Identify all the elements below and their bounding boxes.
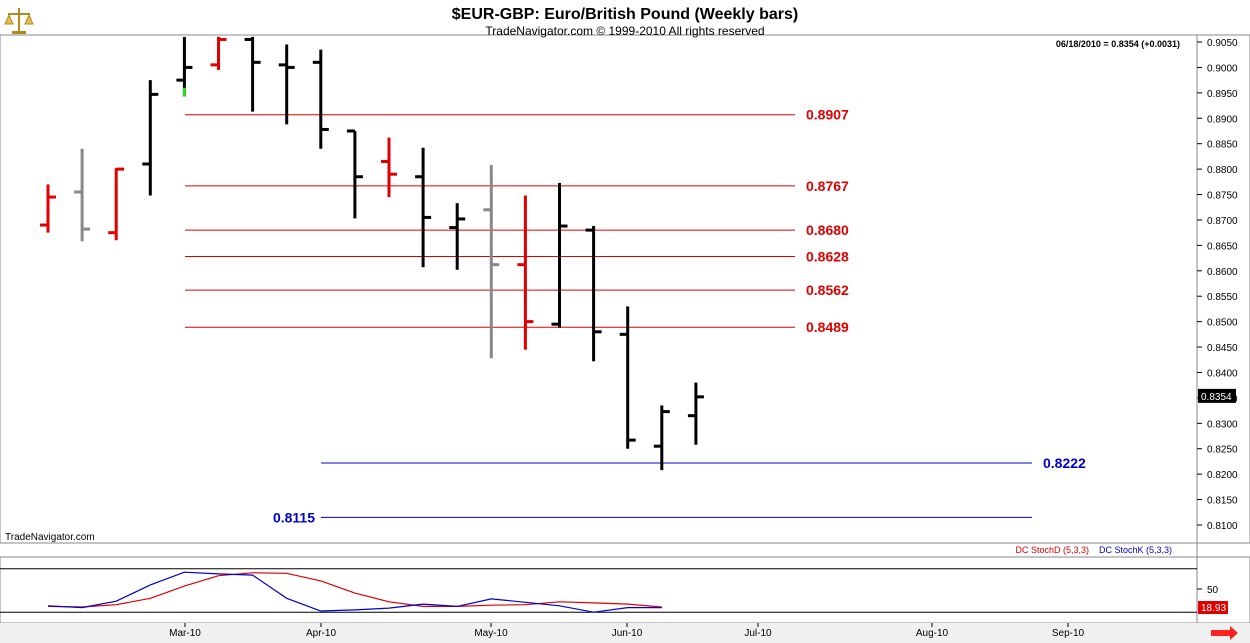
price-tick-label: 0.8300 xyxy=(1207,419,1238,430)
stochastic-series-line xyxy=(47,571,662,613)
stochastic-legend: DC StochD (5,3,3) DC StochK (5,3,3) xyxy=(1015,545,1172,555)
price-tick-label: 0.8400 xyxy=(1207,368,1238,379)
stochastic-series-line xyxy=(47,572,662,608)
ohlc-bar xyxy=(278,44,295,125)
ohlc-bar xyxy=(210,36,227,70)
watermark: TradeNavigator.com xyxy=(5,532,95,543)
ohlc-bar xyxy=(176,36,193,97)
resistance-label: 0.8562 xyxy=(806,282,849,298)
ohlc-bar xyxy=(585,226,602,362)
level-lines: 0.8907 0.8767 0.8680 0.8628 0.8562 0.8489 0.82… xyxy=(185,107,1086,525)
ohlc-bar xyxy=(142,80,159,196)
resistance-label: 0.8680 xyxy=(806,222,849,238)
ohlc-bar xyxy=(449,203,466,270)
ohlc-bar xyxy=(517,195,534,350)
ohlc-bar xyxy=(244,36,261,112)
resistance-label: 0.8907 xyxy=(806,107,849,123)
last-price-label: 0.8354 xyxy=(1201,392,1232,403)
last-price-box xyxy=(1198,388,1236,403)
ohlc-bar xyxy=(108,167,125,241)
legend-stochk: DC StochK (5,3,3) xyxy=(1099,545,1172,555)
ohlc-bar xyxy=(415,147,432,268)
stochastic-lines xyxy=(0,568,1197,613)
resistance-label: 0.8767 xyxy=(806,178,849,194)
price-tick-label: 0.9050 xyxy=(1207,38,1238,49)
price-tick-label: 0.8600 xyxy=(1207,267,1238,278)
chart-title: $EUR-GBP: Euro/British Pound (Weekly bar… xyxy=(452,6,798,23)
legend-stochd: DC StochD (5,3,3) xyxy=(1015,545,1089,555)
price-panel xyxy=(0,34,1250,544)
resistance-label: 0.8489 xyxy=(806,319,849,335)
ohlc-bar xyxy=(40,184,56,233)
time-tick-label: Aug-10 xyxy=(916,628,949,639)
price-tick-label: 0.9000 xyxy=(1207,63,1238,74)
ohlc-bar xyxy=(483,165,500,359)
price-tick-label: 0.8200 xyxy=(1207,470,1238,481)
ohlc-bar xyxy=(687,382,704,445)
price-tick-label: 0.8500 xyxy=(1207,318,1238,329)
quote-readout: 06/18/2010 = 0.8354 (+0.0031) xyxy=(1056,39,1180,49)
scale-icon xyxy=(4,8,34,34)
price-tick-label: 0.8750 xyxy=(1207,191,1238,202)
price-tick-label: 0.8700 xyxy=(1207,216,1238,227)
support-label: 0.8222 xyxy=(1043,455,1086,471)
price-tick-label: 0.8250 xyxy=(1207,445,1238,456)
price-tick-label: 0.8150 xyxy=(1207,496,1238,507)
stoch-last-box xyxy=(1198,601,1228,615)
time-tick-label: Jul-10 xyxy=(744,628,772,639)
chart-subtitle: TradeNavigator.com © 1999-2010 All right… xyxy=(485,24,764,38)
price-tick-label: 0.8800 xyxy=(1207,165,1238,176)
stochastic-panel xyxy=(0,556,1250,624)
last-price-marker: 0.8354 xyxy=(1198,388,1236,403)
support-label: 0.8115 xyxy=(273,509,315,525)
ohlc-bar xyxy=(312,49,329,149)
price-tick-label: 0.8550 xyxy=(1207,292,1238,303)
ohlc-bar xyxy=(381,137,397,198)
stochastic-axis: 50 18.93 xyxy=(1197,585,1228,615)
price-tick-label: 0.8950 xyxy=(1207,89,1238,100)
resistance-label: 0.8628 xyxy=(806,249,849,265)
price-tick-label: 0.8100 xyxy=(1207,521,1238,532)
stoch-tick-label: 50 xyxy=(1207,585,1219,596)
time-tick-label: May-10 xyxy=(474,628,508,639)
ohlc-bar xyxy=(74,148,91,242)
ohlc-bar xyxy=(653,405,670,471)
price-tick-label: 0.8850 xyxy=(1207,140,1238,151)
price-tick-label: 0.8450 xyxy=(1207,343,1238,354)
stoch-last-label: 18.93 xyxy=(1201,603,1226,614)
ohlc-bar xyxy=(551,182,568,328)
price-bars xyxy=(40,36,704,471)
price-tick-label: 0.8900 xyxy=(1207,114,1238,125)
time-tick-label: Sep-10 xyxy=(1052,628,1085,639)
time-tick-label: Jun-10 xyxy=(612,628,643,639)
ohlc-bar xyxy=(619,306,636,449)
time-axis: Mar-10 Apr-10 May-10 Jun-10 Jul-10 Aug-10 Sep-… xyxy=(169,623,1085,639)
time-tick-label: Mar-10 xyxy=(169,628,201,639)
time-tick-label: Apr-10 xyxy=(306,628,336,639)
scroll-right-arrow-icon[interactable] xyxy=(1210,626,1238,640)
time-axis-bar xyxy=(0,623,1250,643)
price-tick-label: 0.8650 xyxy=(1207,241,1238,252)
ohlc-bar xyxy=(346,129,363,219)
